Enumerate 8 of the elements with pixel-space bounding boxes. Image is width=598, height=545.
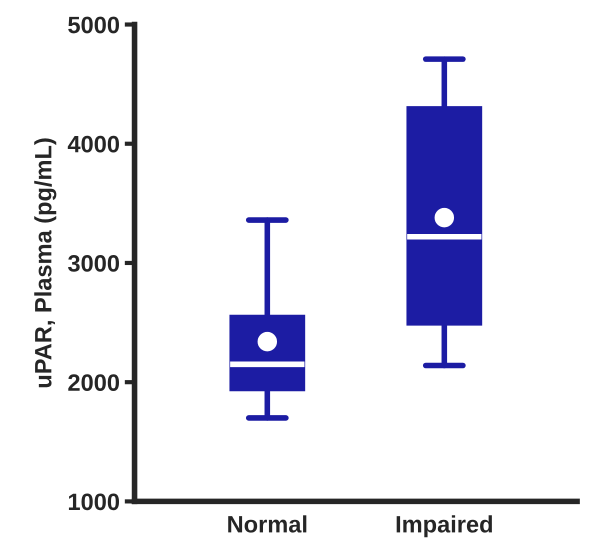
y-tick-label: 5000 (68, 16, 120, 34)
y-tick-label: 3000 (68, 255, 120, 272)
y-tick-label: 4000 (68, 136, 120, 153)
y-tick-label: 2000 (68, 374, 120, 391)
x-tick-label: Impaired (396, 515, 492, 538)
x-tick-label: Normal (228, 515, 306, 533)
y-tick-label: 1000 (68, 493, 120, 510)
y-axis-title: uPAR, Plasma (pg/mL) (34, 138, 56, 388)
